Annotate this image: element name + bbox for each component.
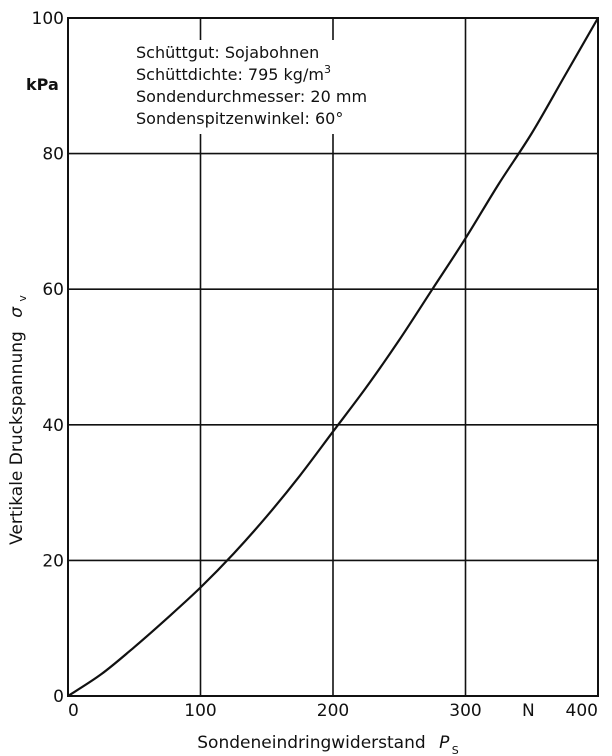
x-axis-title-text: Sondeneindringwiderstand xyxy=(197,733,425,753)
x-tick-label: 200 xyxy=(317,701,349,721)
annotation-line: Sondenspitzenwinkel: 60° xyxy=(136,109,343,128)
x-tick-label: 100 xyxy=(184,701,216,721)
annotation-line: Sondendurchmesser: 20 mm xyxy=(136,87,367,106)
x-axis-title-symbol: P xyxy=(439,733,450,753)
y-unit-label: kPa xyxy=(26,75,59,94)
x-axis-title-subscript: S xyxy=(452,744,459,756)
x-tick-label: 0 xyxy=(68,701,79,721)
annotation-text: Sondenspitzenwinkel: 60° xyxy=(136,109,343,128)
x-axis-title: Sondeneindringwiderstand P S xyxy=(197,733,458,756)
x-tick-label: 400 xyxy=(566,701,598,721)
y-tick-labels: 0 20 40 60 80 100 xyxy=(32,9,64,707)
annotation-text: Schüttgut: Sojabohnen xyxy=(136,43,319,62)
annotation-line: Schüttgut: Sojabohnen xyxy=(136,43,319,62)
x-unit-label: N xyxy=(522,701,535,721)
y-axis-title: Vertikale Druckspannung σ v xyxy=(7,295,29,545)
y-tick-label: 60 xyxy=(42,280,64,300)
y-tick-label: 40 xyxy=(42,416,64,436)
y-tick-label: 20 xyxy=(42,551,64,571)
y-tick-label: 80 xyxy=(42,145,64,165)
x-tick-label: 300 xyxy=(449,701,481,721)
x-tick-labels: 0 100 200 300 400 xyxy=(68,701,598,721)
y-axis-title-subscript: v xyxy=(16,295,29,302)
annotation-text: Schüttdichte: 795 kg/m xyxy=(136,65,324,84)
plot-frame xyxy=(67,17,599,697)
series-curves xyxy=(67,17,599,697)
y-axis-title-text: Vertikale Druckspannung xyxy=(7,331,27,545)
y-tick-label: 0 xyxy=(53,687,64,707)
annotation-background xyxy=(130,40,408,134)
y-tick-label: 100 xyxy=(32,9,64,29)
y-axis-title-symbol: σ xyxy=(7,306,27,318)
series-line xyxy=(67,17,599,697)
annotation-text: Sondendurchmesser: 20 mm xyxy=(136,87,367,106)
annotation-line: Schüttdichte: 795 kg/m3 xyxy=(136,63,331,84)
annotation-superscript: 3 xyxy=(324,63,331,76)
